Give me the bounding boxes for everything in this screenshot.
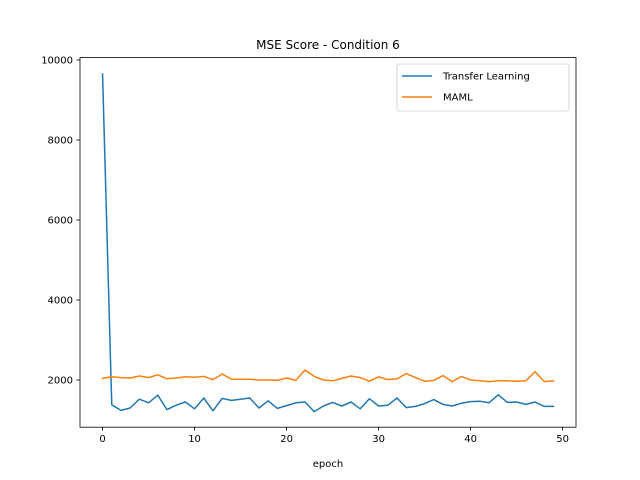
legend-label-1: MAML xyxy=(443,93,473,104)
x-tick-label: 10 xyxy=(188,434,201,445)
x-tick-label: 50 xyxy=(556,434,569,445)
y-tick-label: 2000 xyxy=(48,376,73,387)
y-tick-label: 4000 xyxy=(48,296,73,307)
y-axis: 2000 4000 6000 8000 10000 xyxy=(41,56,80,387)
x-axis: 0 10 20 30 40 50 xyxy=(99,427,569,445)
legend: Transfer Learning MAML xyxy=(396,63,570,112)
y-tick-label: 10000 xyxy=(41,56,73,67)
series-line-1 xyxy=(101,369,555,383)
y-tick-label: 6000 xyxy=(48,216,73,227)
x-tick-label: 30 xyxy=(372,434,385,445)
series-line-0 xyxy=(101,73,555,413)
plot-frame xyxy=(79,57,577,428)
y-tick-label: 8000 xyxy=(48,136,73,147)
x-axis-label: epoch xyxy=(313,459,343,470)
plot-lines xyxy=(101,73,555,413)
legend-box xyxy=(396,63,570,112)
legend-label-0: Transfer Learning xyxy=(442,72,530,83)
x-tick-label: 0 xyxy=(99,434,105,445)
x-tick-label: 40 xyxy=(464,434,477,445)
x-tick-label: 20 xyxy=(280,434,293,445)
chart-title: MSE Score - Condition 6 xyxy=(256,38,400,52)
